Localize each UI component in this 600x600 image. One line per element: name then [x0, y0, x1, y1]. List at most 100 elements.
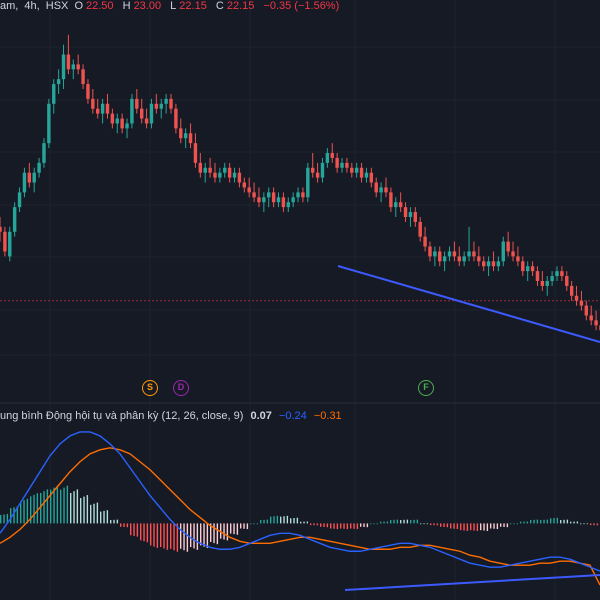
candle-body	[52, 84, 56, 104]
candle-body	[291, 197, 295, 203]
symbol-label: am,	[0, 0, 19, 12]
histogram-bar	[60, 489, 62, 524]
histogram-bar	[123, 523, 125, 527]
candle-body	[335, 157, 339, 168]
candle-body	[86, 84, 90, 99]
histogram-bar	[106, 510, 109, 524]
histogram-bar	[180, 523, 182, 549]
histogram-bar	[446, 523, 449, 528]
histogram-bar	[570, 521, 572, 524]
histogram-bar	[426, 523, 429, 525]
open-label: O	[74, 0, 84, 12]
candle-body	[281, 197, 286, 208]
histogram-bar	[430, 523, 432, 526]
candle-body	[491, 261, 496, 267]
candle-body	[154, 103, 159, 109]
signal-value: −0.31	[313, 410, 342, 422]
histogram-bar	[230, 523, 232, 534]
histogram-bar	[56, 485, 59, 524]
histogram-bar	[290, 518, 292, 524]
candle-body	[198, 162, 203, 173]
histogram-bar	[96, 502, 99, 524]
macd-signal-line	[0, 447, 600, 586]
histogram-bar	[503, 523, 505, 527]
candle-body	[188, 133, 193, 144]
histogram-bar	[380, 521, 382, 524]
histogram-bar	[556, 517, 559, 524]
histogram-bar	[583, 523, 585, 525]
candle-body	[3, 231, 7, 252]
candle-body	[232, 172, 237, 178]
candle-body	[164, 98, 168, 104]
event-marker-d[interactable]: D	[173, 380, 189, 396]
macd-legend[interactable]: ung bình Động hội tụ và phân kỳ (12, 26,…	[0, 410, 346, 422]
open-value: 22.50	[86, 0, 114, 12]
candle-body	[179, 128, 183, 139]
candle-body	[0, 226, 2, 232]
histogram-bar	[483, 523, 485, 531]
histogram-bar	[153, 523, 155, 547]
candle-body	[457, 256, 461, 262]
candle-body	[589, 315, 593, 321]
candle-body	[325, 153, 330, 163]
change-value: −0.35 (−1.56%)	[263, 0, 340, 12]
candle-body	[174, 108, 178, 129]
histogram-bar	[210, 523, 212, 543]
histogram-bar	[420, 523, 422, 525]
histogram-bar	[423, 523, 425, 525]
histogram-bar	[530, 520, 532, 524]
histogram-bar	[76, 489, 79, 524]
histogram-bar	[283, 516, 285, 524]
histogram-bar	[90, 504, 92, 524]
candle-body	[149, 103, 154, 124]
candle-body	[521, 261, 525, 272]
candle-body	[257, 197, 261, 203]
low-label: L	[170, 0, 177, 12]
histogram-bar	[370, 523, 372, 525]
candle-body	[560, 271, 564, 277]
histogram-bar	[216, 523, 219, 545]
histogram-bar	[6, 513, 9, 524]
histogram-bar	[590, 523, 592, 526]
histogram-bar	[13, 507, 15, 524]
macd-line	[0, 431, 600, 572]
candle-body	[81, 69, 85, 85]
histogram-bar	[233, 523, 235, 535]
candle-body	[447, 251, 452, 257]
candle-body	[203, 167, 207, 173]
candle-body	[22, 172, 27, 193]
candle-body	[403, 207, 408, 217]
histogram-bar	[270, 516, 272, 524]
candle-body	[139, 108, 144, 119]
candle-body	[271, 192, 276, 203]
candle-body	[496, 261, 501, 267]
candle-body	[359, 167, 364, 178]
histogram-bar	[293, 518, 295, 524]
histogram-bar	[593, 523, 595, 526]
histogram-bar	[36, 493, 39, 524]
histogram-bar	[306, 521, 309, 524]
histogram-bar	[510, 523, 512, 525]
candle-body	[286, 202, 290, 208]
macd-value: −0.24	[278, 410, 307, 422]
event-marker-f[interactable]: F	[418, 380, 434, 396]
histogram-bar	[493, 523, 495, 529]
candle-body	[398, 202, 403, 208]
histogram-bar	[203, 523, 205, 547]
histogram-bar	[550, 518, 552, 524]
ohlc-legend: am, 4h, HSX O 22.50 H 23.00 L 22.15 C 22.15 …	[0, 0, 342, 14]
close-value: 22.15	[226, 0, 255, 12]
histogram-bar	[403, 519, 405, 524]
candle-body	[423, 236, 427, 247]
histogram-bar	[580, 523, 582, 525]
event-marker-s[interactable]: S	[142, 380, 158, 396]
histogram-bar	[150, 523, 152, 546]
histogram-bar	[206, 523, 209, 548]
candle-body	[100, 103, 105, 114]
candle-body	[76, 64, 80, 70]
histogram-bar	[183, 523, 185, 551]
histogram-bar	[186, 523, 189, 552]
histogram-bar	[116, 519, 119, 524]
histogram-bar	[86, 495, 89, 524]
